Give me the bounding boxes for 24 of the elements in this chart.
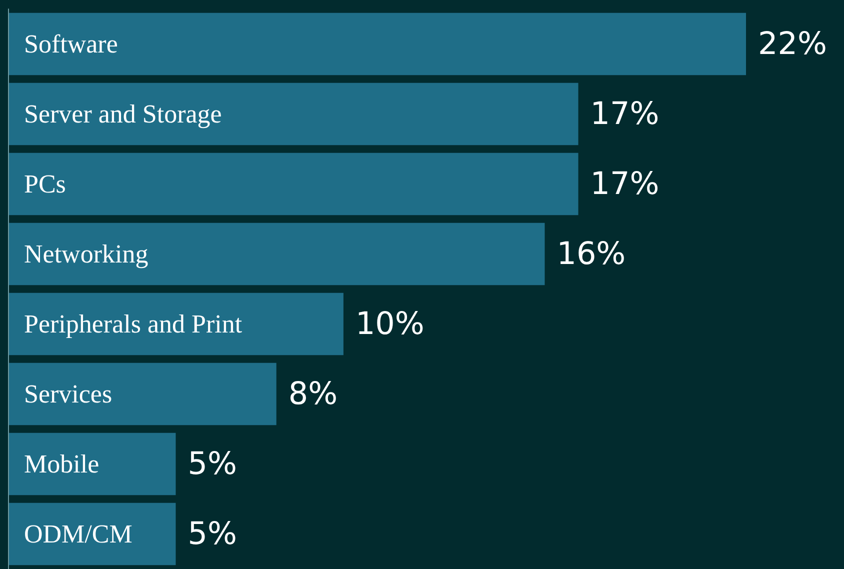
- bar: [8, 362, 276, 426]
- y-tick-label: Networking: [24, 240, 148, 268]
- data-label: 8%: [288, 376, 338, 412]
- bar: [8, 152, 578, 216]
- data-label: 17%: [590, 96, 660, 132]
- data-label: 5%: [188, 516, 237, 552]
- y-tick-label: ODM/CM: [24, 520, 132, 548]
- bar: [8, 222, 545, 286]
- y-tick-label: PCs: [24, 170, 66, 198]
- bar: [8, 502, 176, 566]
- data-label: 17%: [590, 166, 660, 202]
- data-label: 5%: [188, 446, 237, 482]
- data-label: 22%: [758, 26, 827, 62]
- data-label: 10%: [355, 306, 424, 342]
- bar: [8, 12, 746, 76]
- bar: [8, 432, 176, 496]
- bar: [8, 82, 578, 146]
- bar: [8, 292, 344, 356]
- y-tick-label: Mobile: [24, 450, 100, 478]
- data-label: 16%: [556, 236, 626, 272]
- y-tick-label: Server and Storage: [24, 100, 222, 128]
- y-tick-label: Software: [24, 30, 118, 58]
- y-tick-label: Services: [24, 380, 112, 408]
- y-tick-label: Peripherals and Print: [24, 310, 243, 338]
